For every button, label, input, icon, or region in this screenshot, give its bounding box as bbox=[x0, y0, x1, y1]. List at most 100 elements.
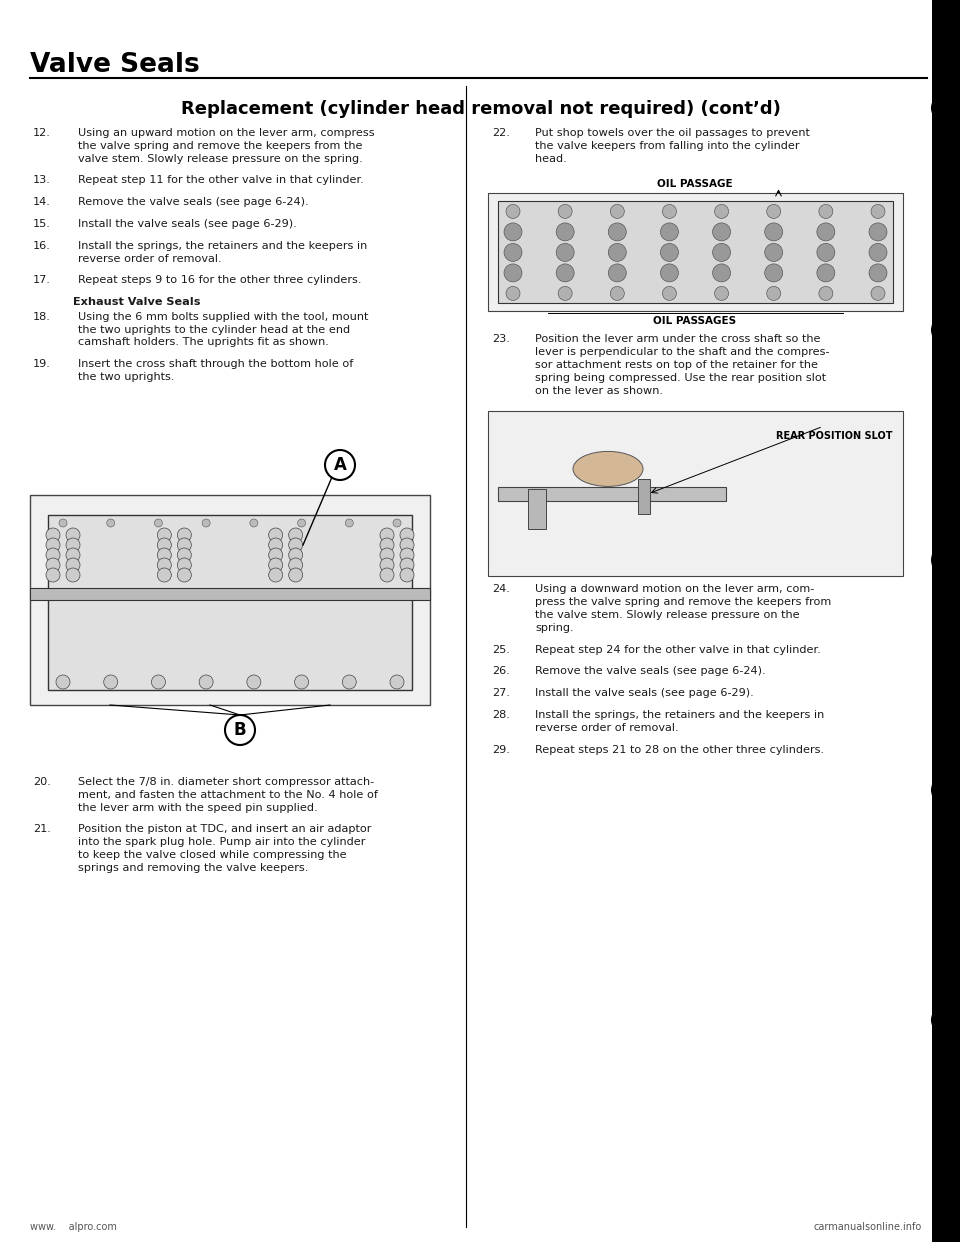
Circle shape bbox=[295, 674, 308, 689]
Circle shape bbox=[819, 287, 833, 301]
Text: 24.: 24. bbox=[492, 585, 510, 595]
Circle shape bbox=[556, 263, 574, 282]
Text: reverse order of removal.: reverse order of removal. bbox=[78, 253, 222, 263]
Text: Remove the valve seals (see page 6-24).: Remove the valve seals (see page 6-24). bbox=[535, 667, 766, 677]
Text: 25.: 25. bbox=[492, 645, 510, 655]
Circle shape bbox=[46, 558, 60, 573]
Circle shape bbox=[157, 548, 171, 561]
Circle shape bbox=[931, 315, 960, 345]
Circle shape bbox=[269, 538, 282, 551]
Text: carmanualsonline.info: carmanualsonline.info bbox=[814, 1222, 922, 1232]
Text: 26.: 26. bbox=[492, 667, 510, 677]
Circle shape bbox=[107, 519, 114, 527]
Bar bbox=[30, 496, 430, 705]
Circle shape bbox=[400, 568, 414, 582]
Circle shape bbox=[609, 222, 626, 241]
Circle shape bbox=[869, 243, 887, 261]
Circle shape bbox=[767, 205, 780, 219]
Circle shape bbox=[393, 519, 401, 527]
Circle shape bbox=[298, 519, 305, 527]
Circle shape bbox=[225, 715, 255, 745]
Text: 16.: 16. bbox=[33, 241, 51, 251]
Circle shape bbox=[712, 222, 731, 241]
Text: the two uprights to the cylinder head at the end: the two uprights to the cylinder head at… bbox=[78, 324, 350, 334]
Circle shape bbox=[871, 287, 885, 301]
Bar bbox=[48, 515, 412, 691]
Text: reverse order of removal.: reverse order of removal. bbox=[535, 723, 679, 733]
Text: REAR POSITION SLOT: REAR POSITION SLOT bbox=[777, 431, 893, 441]
Circle shape bbox=[325, 450, 355, 479]
Circle shape bbox=[504, 263, 522, 282]
Text: Valve Seals: Valve Seals bbox=[30, 52, 200, 78]
Circle shape bbox=[609, 263, 626, 282]
Circle shape bbox=[662, 205, 677, 219]
Text: 21.: 21. bbox=[33, 825, 51, 835]
Text: Select the 7/8 in. diameter short compressor attach-: Select the 7/8 in. diameter short compre… bbox=[78, 777, 374, 787]
Text: spring.: spring. bbox=[535, 622, 574, 633]
Bar bbox=[638, 479, 650, 514]
Circle shape bbox=[269, 528, 282, 542]
Text: Position the lever arm under the cross shaft so the: Position the lever arm under the cross s… bbox=[535, 334, 821, 344]
Text: Install the valve seals (see page 6-29).: Install the valve seals (see page 6-29). bbox=[78, 219, 297, 229]
Circle shape bbox=[104, 674, 118, 689]
Circle shape bbox=[250, 519, 258, 527]
Circle shape bbox=[157, 558, 171, 573]
Circle shape bbox=[931, 1005, 960, 1035]
Text: Position the piston at TDC, and insert an air adaptor: Position the piston at TDC, and insert a… bbox=[78, 825, 372, 835]
Text: Replacement (cylinder head removal not required) (cont’d): Replacement (cylinder head removal not r… bbox=[181, 101, 780, 118]
Circle shape bbox=[157, 528, 171, 542]
Circle shape bbox=[819, 205, 833, 219]
Circle shape bbox=[556, 222, 574, 241]
Text: Using the 6 mm bolts supplied with the tool, mount: Using the 6 mm bolts supplied with the t… bbox=[78, 312, 369, 322]
Text: 18.: 18. bbox=[33, 312, 51, 322]
Circle shape bbox=[609, 243, 626, 261]
Circle shape bbox=[155, 519, 162, 527]
Circle shape bbox=[714, 205, 729, 219]
Circle shape bbox=[46, 538, 60, 551]
Text: the valve stem. Slowly release pressure on the: the valve stem. Slowly release pressure … bbox=[535, 610, 800, 620]
Circle shape bbox=[660, 222, 679, 241]
Text: head.: head. bbox=[535, 154, 566, 164]
Circle shape bbox=[343, 674, 356, 689]
Bar bbox=[498, 201, 893, 303]
Text: 15.: 15. bbox=[33, 219, 51, 229]
Circle shape bbox=[712, 243, 731, 261]
Text: 29.: 29. bbox=[492, 745, 510, 755]
Bar bbox=[932, 0, 960, 1242]
Circle shape bbox=[714, 287, 729, 301]
Circle shape bbox=[46, 528, 60, 542]
Text: the valve keepers from falling into the cylinder: the valve keepers from falling into the … bbox=[535, 140, 800, 150]
Circle shape bbox=[289, 538, 302, 551]
Circle shape bbox=[931, 545, 960, 575]
Circle shape bbox=[199, 674, 213, 689]
Text: Remove the valve seals (see page 6-24).: Remove the valve seals (see page 6-24). bbox=[78, 197, 308, 207]
Text: camshaft holders. The uprights fit as shown.: camshaft holders. The uprights fit as sh… bbox=[78, 338, 329, 348]
Circle shape bbox=[504, 243, 522, 261]
Circle shape bbox=[611, 287, 624, 301]
Circle shape bbox=[66, 558, 80, 573]
Text: Install the springs, the retainers and the keepers in: Install the springs, the retainers and t… bbox=[535, 710, 825, 720]
Circle shape bbox=[56, 674, 70, 689]
Text: Using an upward motion on the lever arm, compress: Using an upward motion on the lever arm,… bbox=[78, 128, 374, 138]
Circle shape bbox=[712, 263, 731, 282]
Circle shape bbox=[152, 674, 165, 689]
Text: the lever arm with the speed pin supplied.: the lever arm with the speed pin supplie… bbox=[78, 802, 318, 812]
Circle shape bbox=[869, 263, 887, 282]
Text: 12.: 12. bbox=[33, 128, 51, 138]
Circle shape bbox=[178, 528, 191, 542]
Text: Repeat step 11 for the other valve in that cylinder.: Repeat step 11 for the other valve in th… bbox=[78, 175, 364, 185]
Circle shape bbox=[765, 243, 782, 261]
Circle shape bbox=[662, 287, 677, 301]
Circle shape bbox=[931, 93, 960, 123]
Circle shape bbox=[931, 775, 960, 805]
Text: into the spark plug hole. Pump air into the cylinder: into the spark plug hole. Pump air into … bbox=[78, 837, 366, 847]
Text: Repeat steps 9 to 16 for the other three cylinders.: Repeat steps 9 to 16 for the other three… bbox=[78, 276, 362, 286]
Text: 17.: 17. bbox=[33, 276, 51, 286]
Circle shape bbox=[66, 548, 80, 561]
Circle shape bbox=[400, 528, 414, 542]
Text: Using a downward motion on the lever arm, com-: Using a downward motion on the lever arm… bbox=[535, 585, 814, 595]
Text: 19.: 19. bbox=[33, 359, 51, 369]
Text: on the lever as shown.: on the lever as shown. bbox=[535, 385, 663, 396]
Text: Install the valve seals (see page 6-29).: Install the valve seals (see page 6-29). bbox=[535, 688, 754, 698]
Circle shape bbox=[871, 205, 885, 219]
